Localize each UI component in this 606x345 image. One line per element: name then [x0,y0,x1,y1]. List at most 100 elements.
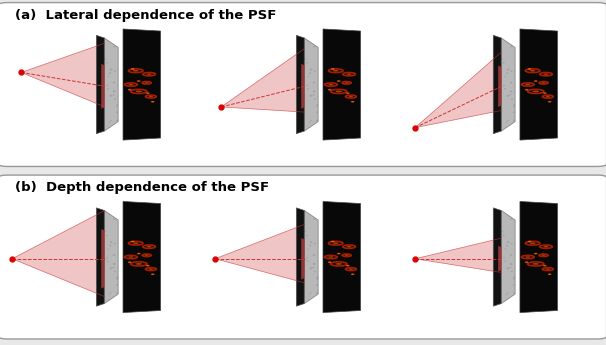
Polygon shape [520,29,558,140]
Ellipse shape [108,121,110,122]
Ellipse shape [110,292,112,293]
Ellipse shape [316,120,318,121]
Ellipse shape [314,271,316,273]
Ellipse shape [113,254,115,256]
Ellipse shape [104,58,106,60]
Polygon shape [415,52,502,128]
Ellipse shape [109,245,111,246]
Ellipse shape [104,231,106,232]
Ellipse shape [133,70,139,71]
Polygon shape [501,38,515,131]
Ellipse shape [333,243,339,244]
Ellipse shape [545,268,550,270]
Ellipse shape [530,243,536,244]
Ellipse shape [314,243,316,244]
Ellipse shape [544,73,548,75]
Ellipse shape [328,262,331,263]
Ellipse shape [351,101,355,102]
Ellipse shape [513,120,515,121]
Ellipse shape [107,260,109,262]
FancyBboxPatch shape [0,2,606,167]
Ellipse shape [337,253,341,254]
Ellipse shape [511,243,513,244]
Ellipse shape [336,263,342,265]
Ellipse shape [307,88,309,89]
Ellipse shape [505,76,506,77]
Ellipse shape [310,299,311,300]
Ellipse shape [308,248,309,249]
Ellipse shape [316,292,318,294]
Ellipse shape [316,284,318,286]
Ellipse shape [114,271,116,273]
Ellipse shape [345,255,348,256]
Ellipse shape [131,241,135,242]
Ellipse shape [510,90,513,92]
Polygon shape [101,64,105,109]
Ellipse shape [501,231,503,232]
Ellipse shape [514,243,515,244]
Ellipse shape [347,73,351,75]
Ellipse shape [511,98,513,100]
Ellipse shape [534,253,538,254]
Ellipse shape [313,267,315,268]
Ellipse shape [110,299,111,300]
Ellipse shape [151,101,155,102]
Ellipse shape [110,267,112,269]
Ellipse shape [106,235,108,236]
Ellipse shape [513,106,514,107]
Ellipse shape [313,263,316,265]
Ellipse shape [316,278,318,279]
Ellipse shape [108,248,109,249]
Ellipse shape [310,69,313,70]
Polygon shape [221,48,305,112]
Ellipse shape [542,255,545,256]
Ellipse shape [505,248,506,249]
Ellipse shape [110,241,113,243]
Ellipse shape [146,265,150,266]
Ellipse shape [507,299,508,300]
Text: (a)  Lateral dependence of the PSF: (a) Lateral dependence of the PSF [15,9,276,22]
Ellipse shape [316,112,318,113]
Ellipse shape [510,94,511,96]
Ellipse shape [313,94,315,96]
Ellipse shape [131,68,135,70]
Polygon shape [215,224,305,283]
Ellipse shape [306,257,308,258]
Ellipse shape [145,82,148,83]
Ellipse shape [525,89,528,90]
Ellipse shape [505,121,507,122]
Polygon shape [301,238,305,279]
Ellipse shape [116,284,118,286]
Polygon shape [296,35,304,134]
Ellipse shape [316,277,319,278]
Ellipse shape [511,70,513,72]
Ellipse shape [148,268,153,270]
Polygon shape [301,64,305,109]
Ellipse shape [513,292,515,294]
Ellipse shape [107,88,109,89]
Ellipse shape [306,85,308,86]
Polygon shape [123,29,161,140]
Ellipse shape [116,106,118,107]
Ellipse shape [310,292,312,293]
Ellipse shape [510,218,512,220]
Ellipse shape [113,267,115,268]
Ellipse shape [525,84,530,85]
Ellipse shape [542,82,545,83]
Ellipse shape [513,277,516,278]
Polygon shape [21,43,105,107]
Ellipse shape [110,120,112,121]
Polygon shape [501,210,515,304]
Ellipse shape [306,62,308,63]
Ellipse shape [128,256,133,258]
Ellipse shape [328,89,331,90]
Ellipse shape [147,73,152,75]
FancyBboxPatch shape [0,175,606,339]
Polygon shape [304,210,318,304]
Ellipse shape [133,243,139,244]
Polygon shape [493,208,501,306]
Ellipse shape [116,112,118,113]
Ellipse shape [346,92,350,94]
Ellipse shape [328,256,333,258]
Ellipse shape [548,101,551,102]
